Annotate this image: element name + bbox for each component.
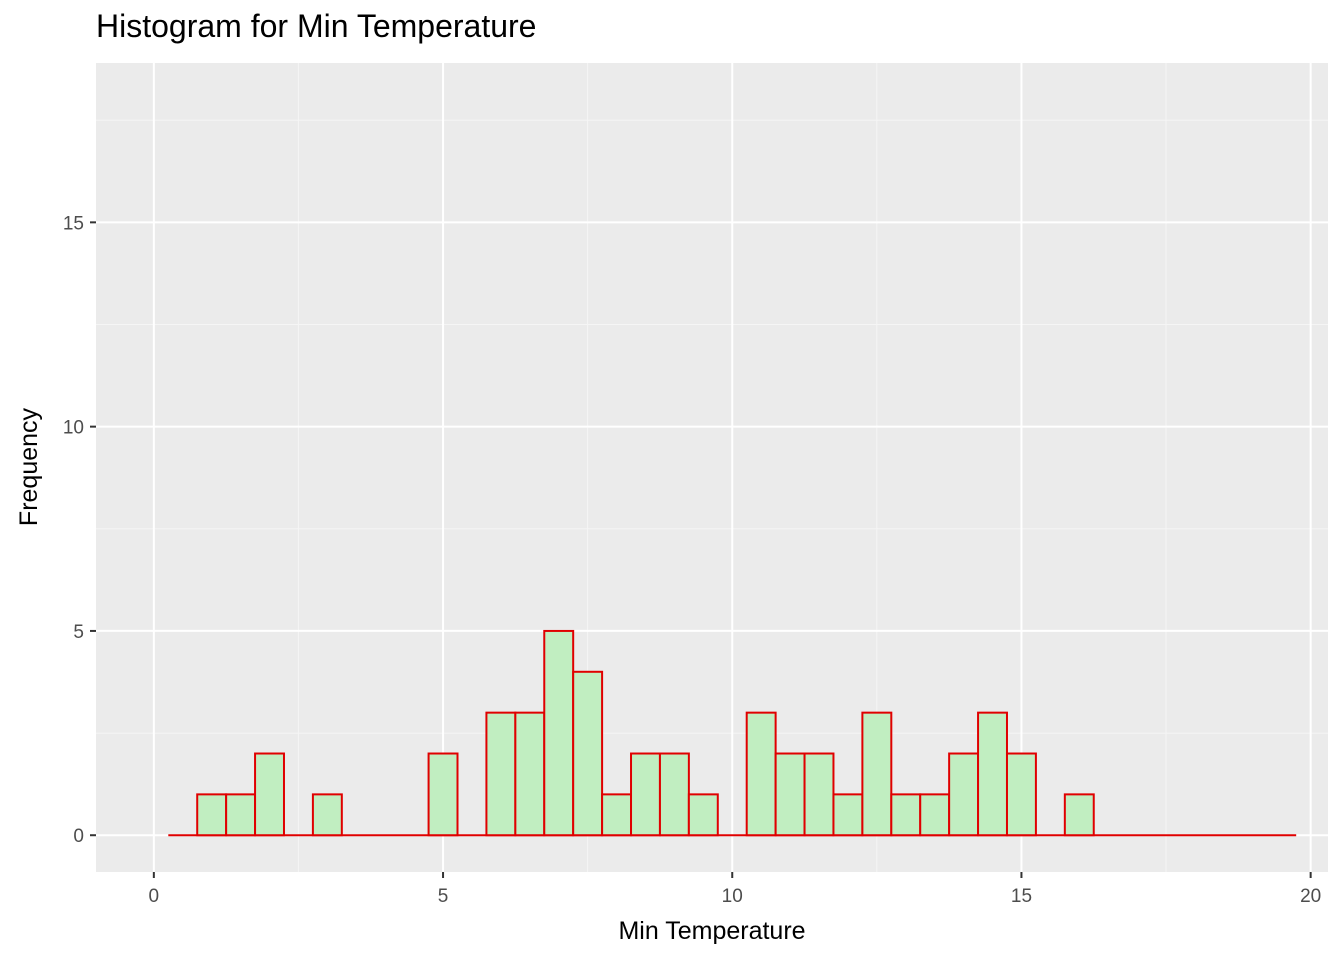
x-tick-label: 10 <box>722 886 743 907</box>
histogram-bar <box>485 711 517 837</box>
histogram-bar <box>254 752 285 837</box>
histogram-bar <box>196 793 228 837</box>
histogram-bar <box>311 793 343 837</box>
x-tick-label: 20 <box>1300 886 1321 907</box>
histogram-bar <box>890 793 922 837</box>
x-tick-label: 5 <box>438 886 449 907</box>
histogram-bar <box>1063 793 1095 837</box>
plot-panel <box>96 63 1328 872</box>
chart-title: Histogram for Min Temperature <box>96 8 537 44</box>
histogram-bar <box>977 711 1008 837</box>
x-axis-title: Min Temperature <box>618 917 805 945</box>
histogram-bars <box>168 629 1297 837</box>
histogram-bar <box>687 793 719 837</box>
y-axis: 0 5 10 15 <box>63 213 96 847</box>
y-tick-label: 15 <box>63 213 84 234</box>
histogram-bar <box>514 711 546 837</box>
histogram-bar <box>1005 752 1037 837</box>
histogram-bar <box>803 752 835 837</box>
histogram-bar <box>745 711 777 837</box>
histogram-bar <box>601 793 633 837</box>
histogram-bar <box>658 752 690 837</box>
histogram-bar <box>948 752 980 837</box>
histogram-bar <box>861 711 893 837</box>
histogram-bar <box>572 670 604 837</box>
y-axis-title: Frequency <box>15 407 43 526</box>
y-tick-label: 0 <box>73 826 84 847</box>
histogram-bar <box>543 629 575 837</box>
y-tick-label: 5 <box>73 622 84 643</box>
histogram-bar <box>832 793 864 837</box>
x-tick-label: 15 <box>1011 886 1032 907</box>
histogram-bar <box>225 793 257 837</box>
histogram-bar <box>774 752 806 837</box>
histogram-bar <box>919 793 951 837</box>
x-axis: 0 5 10 15 20 <box>149 872 1321 907</box>
minor-gridlines <box>96 63 1328 872</box>
histogram-bar <box>427 752 459 837</box>
histogram-bar <box>630 752 661 837</box>
x-tick-label: 0 <box>149 886 160 907</box>
y-tick-label: 10 <box>63 418 84 439</box>
